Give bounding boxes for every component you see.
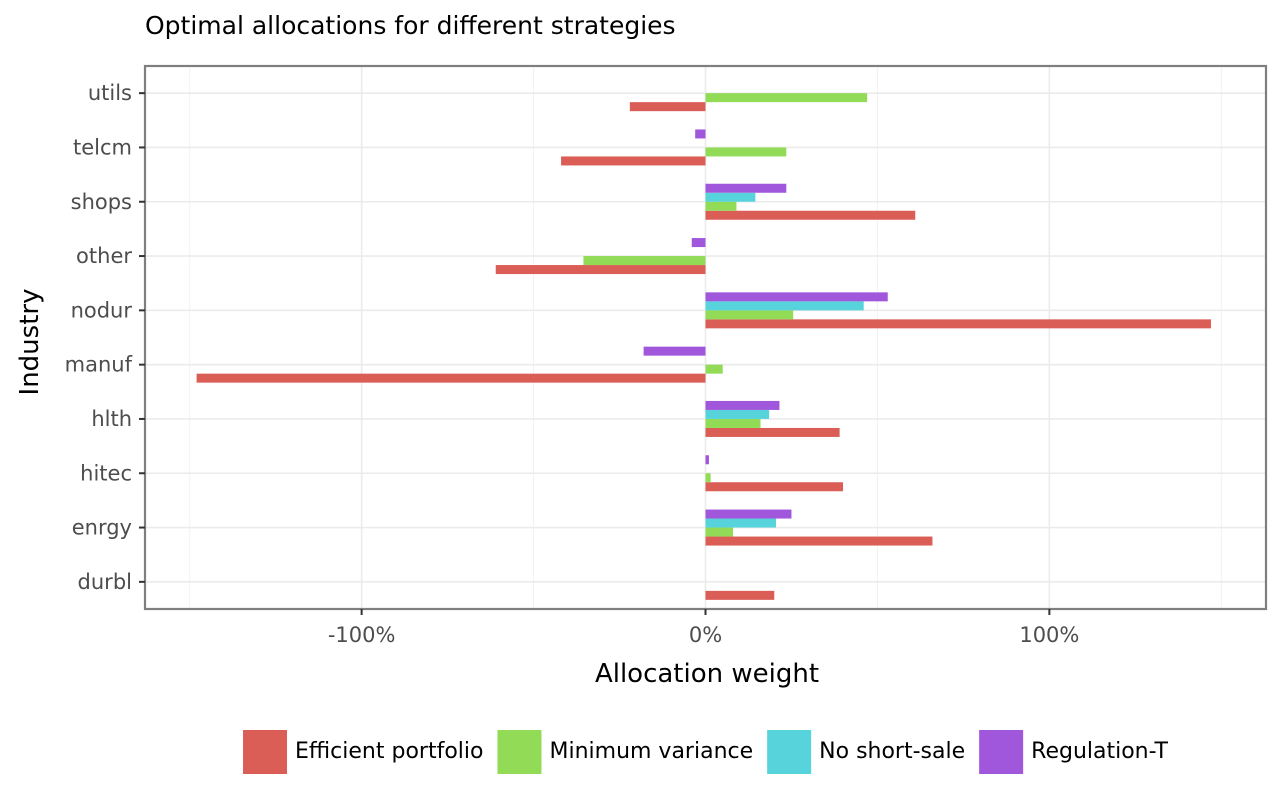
bar-no-short-sale-nodur: [705, 301, 864, 311]
bar-regulation-t-enrgy: [705, 509, 792, 519]
x-tick-label: -100%: [328, 623, 396, 647]
bar-efficient-portfolio-shops: [705, 210, 916, 220]
y-tick-label: other: [76, 244, 132, 268]
y-tick-label: hitec: [80, 461, 132, 485]
bar-efficient-portfolio-durbl: [705, 590, 775, 600]
bar-regulation-t-hlth: [705, 400, 780, 410]
legend-item: Efficient portfolio: [243, 730, 483, 774]
y-tick-label: enrgy: [72, 516, 132, 540]
bar-minimum-variance-hitec: [705, 473, 711, 483]
bar-minimum-variance-nodur: [705, 310, 794, 320]
bar-efficient-portfolio-enrgy: [705, 536, 933, 546]
legend-key: [979, 730, 1024, 774]
legend-label: No short-sale: [819, 739, 965, 764]
legend-key: [243, 730, 288, 774]
x-axis-title: Allocation weight: [595, 659, 819, 689]
bar-minimum-variance-manuf: [705, 364, 723, 374]
bar-minimum-variance-shops: [705, 201, 737, 211]
bar-regulation-t-other: [691, 238, 706, 248]
bar-efficient-portfolio-manuf: [196, 373, 706, 383]
bar-no-short-sale-shops: [705, 192, 756, 202]
bar-efficient-portfolio-hitec: [705, 482, 844, 492]
bar-minimum-variance-telcm: [705, 147, 787, 157]
bar-minimum-variance-hlth: [705, 418, 761, 428]
legend: Efficient portfolio Minimum variance No sh…: [243, 730, 1169, 774]
x-tick-label: 100%: [1019, 623, 1079, 647]
y-tick-label: hlth: [91, 407, 132, 431]
bars: [196, 93, 1211, 600]
legend-key: [497, 730, 542, 774]
bar-no-short-sale-hlth: [705, 409, 770, 419]
y-tick-label: durbl: [78, 570, 132, 594]
legend-label: Minimum variance: [549, 739, 753, 764]
bar-regulation-t-shops: [705, 183, 787, 193]
x-tick-label: 0%: [689, 623, 722, 647]
bar-efficient-portfolio-hlth: [705, 427, 840, 437]
y-tick-label: nodur: [71, 298, 133, 322]
bar-minimum-variance-other: [583, 256, 706, 266]
chart-title: Optimal allocations for different strate…: [145, 11, 676, 40]
legend-label: Regulation-T: [1031, 739, 1168, 764]
bar-regulation-t-manuf: [643, 346, 706, 356]
y-tick-label: shops: [71, 190, 132, 214]
bar-efficient-portfolio-utils: [629, 102, 706, 112]
bar-efficient-portfolio-other: [495, 265, 706, 275]
legend-item: Minimum variance: [497, 730, 753, 774]
legend-key: [767, 730, 812, 774]
bar-minimum-variance-utils: [705, 93, 868, 103]
y-axis-title: Industry: [15, 289, 45, 396]
bar-regulation-t-telcm: [695, 129, 706, 139]
legend-item: No short-sale: [767, 730, 965, 774]
bar-regulation-t-hitec: [705, 455, 709, 465]
bar-efficient-portfolio-nodur: [705, 319, 1211, 329]
bar-regulation-t-nodur: [705, 292, 888, 302]
bar-no-short-sale-enrgy: [705, 518, 776, 528]
bar-minimum-variance-enrgy: [705, 527, 734, 537]
legend-item: Regulation-T: [979, 730, 1169, 774]
x-axis: -100% 0% 100%: [328, 609, 1079, 647]
y-tick-label: manuf: [65, 353, 133, 377]
y-tick-label: telcm: [73, 135, 132, 159]
bar-efficient-portfolio-telcm: [561, 156, 706, 166]
y-axis: durbl enrgy hitec hlth manuf nodur other shops…: [65, 81, 145, 594]
y-tick-label: utils: [88, 81, 132, 105]
legend-label: Efficient portfolio: [295, 739, 483, 764]
